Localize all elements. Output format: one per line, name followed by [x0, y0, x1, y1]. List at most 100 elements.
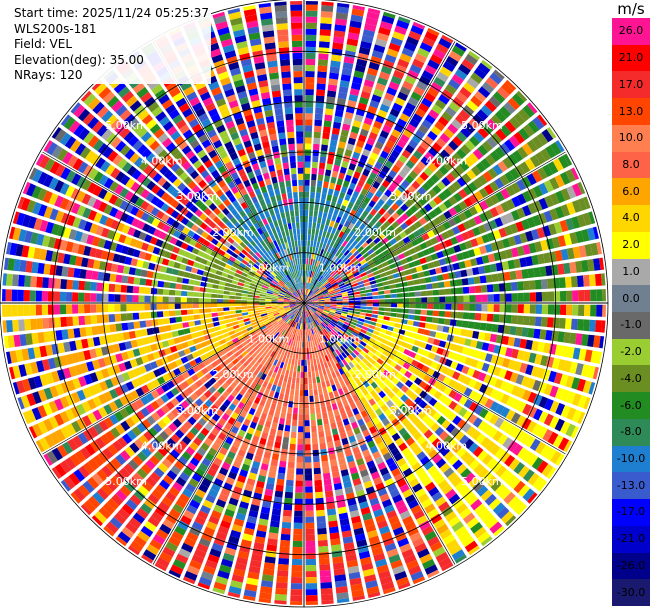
radar-gate	[505, 347, 513, 358]
radar-gate	[331, 282, 338, 287]
radar-gate	[475, 236, 485, 246]
radar-gate	[305, 297, 311, 302]
radar-gate	[355, 228, 363, 235]
radar-gate	[274, 315, 281, 320]
radar-gate	[481, 512, 495, 525]
radar-gate	[120, 212, 129, 223]
radar-gate	[263, 451, 272, 459]
radar-gate	[161, 415, 172, 426]
radar-gate	[572, 347, 581, 360]
radar-gate	[72, 378, 82, 390]
radar-gate	[186, 504, 198, 515]
radar-gate	[216, 472, 226, 482]
radar-gate	[494, 378, 504, 389]
radar-gate	[135, 398, 145, 409]
radar-gate	[239, 357, 247, 365]
radar-gate	[349, 402, 357, 410]
radar-gate	[472, 178, 483, 189]
radar-gate	[481, 294, 488, 302]
radar-gate	[237, 334, 245, 341]
radar-gate	[414, 53, 427, 64]
radar-gate	[447, 379, 457, 388]
radar-gate	[419, 284, 427, 290]
radar-gate	[448, 400, 458, 411]
radar-gate	[320, 448, 328, 456]
radar-gate	[56, 444, 68, 458]
radar-gate	[461, 346, 470, 355]
radar-gate	[182, 488, 193, 498]
radar-gate	[435, 332, 443, 339]
radar-gate	[285, 309, 292, 314]
radar-gate	[355, 337, 362, 344]
radar-gate	[9, 350, 18, 364]
radar-gate	[529, 438, 541, 451]
radar-gate	[384, 54, 397, 64]
radar-gate	[177, 270, 185, 277]
radar-gate	[493, 526, 505, 537]
radar-gate	[316, 223, 321, 230]
radar-gate	[355, 363, 362, 371]
radar-gate	[32, 169, 43, 183]
radar-gate	[114, 471, 126, 483]
radar-gate	[141, 355, 149, 364]
radar-gate	[226, 503, 237, 512]
radar-gate	[463, 438, 475, 450]
radar-gate	[323, 224, 329, 232]
radar-gate	[546, 317, 554, 328]
radar-gate	[63, 341, 71, 353]
radar-gate	[352, 407, 360, 416]
radar-gate	[286, 311, 293, 315]
radar-gate	[391, 268, 399, 274]
radar-gate	[235, 269, 243, 275]
radar-gate	[412, 368, 421, 376]
radar-gate	[155, 239, 164, 248]
radar-gate	[230, 373, 238, 381]
radar-gate	[355, 399, 362, 408]
radar-gate	[243, 595, 256, 601]
radar-gate	[245, 371, 253, 378]
radar-gate	[409, 478, 420, 488]
radar-gate	[484, 100, 497, 113]
radar-gate	[231, 321, 239, 326]
radar-gate	[167, 370, 176, 379]
radar-gate	[436, 325, 444, 332]
radar-gate	[329, 291, 336, 295]
radar-gate	[164, 363, 173, 372]
radar-gate	[363, 415, 371, 424]
radar-gate	[83, 245, 92, 256]
radar-gate	[103, 191, 113, 202]
radar-gate	[307, 316, 311, 323]
radar-gate	[456, 345, 464, 354]
radar-gate	[391, 386, 400, 394]
radar-gate	[307, 289, 311, 296]
radar-gate	[194, 379, 203, 388]
radar-gate	[372, 299, 379, 303]
radar-gate	[341, 291, 348, 295]
radar-gate	[407, 412, 417, 421]
radar-gate	[268, 532, 279, 540]
radar-gate	[427, 87, 439, 98]
radar-gate	[314, 247, 319, 254]
radar-gate	[321, 217, 326, 225]
radar-gate	[391, 129, 401, 139]
radar-gate	[239, 337, 246, 344]
radar-gate	[305, 498, 314, 505]
radar-gate	[250, 319, 257, 324]
radar-gate	[29, 290, 36, 302]
radar-gate	[470, 95, 483, 108]
radar-gate	[396, 478, 407, 488]
radar-gate	[509, 223, 519, 234]
radar-gate	[139, 320, 147, 328]
radar-gate	[180, 380, 190, 389]
radar-gate	[519, 232, 528, 244]
radar-gate	[379, 354, 387, 361]
radar-gate	[215, 253, 224, 261]
radar-gate	[328, 207, 335, 215]
radar-gate	[384, 253, 393, 261]
radar-gate	[399, 134, 410, 144]
radar-gate	[338, 426, 346, 434]
radar-gate	[291, 377, 296, 384]
radar-gate	[330, 269, 336, 276]
radar-gate	[319, 29, 331, 36]
radar-gate	[354, 356, 361, 363]
